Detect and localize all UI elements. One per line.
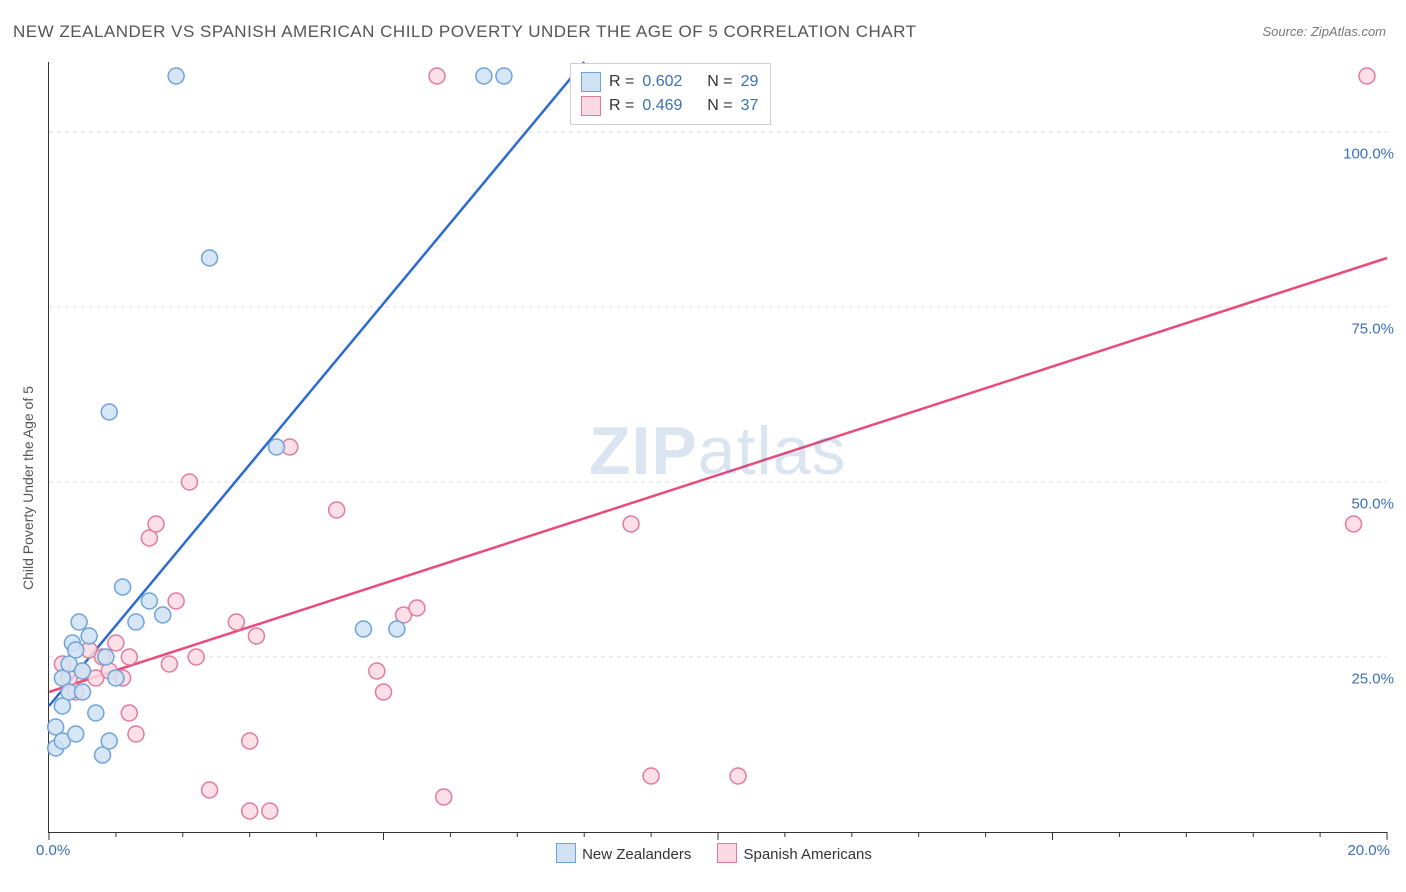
r-label: R =: [609, 70, 634, 94]
n-label: N =: [707, 94, 732, 118]
y-axis-label: Child Poverty Under the Age of 5: [20, 386, 36, 590]
stats-row-sa: R = 0.469 N = 37: [581, 94, 758, 118]
stats-box: R = 0.602 N = 29 R = 0.469 N = 37: [570, 63, 771, 125]
y-tick-label: 75.0%: [1351, 321, 1394, 338]
r-value-nz: 0.602: [642, 70, 682, 94]
legend-swatch-nz: [556, 843, 576, 863]
chart-title: NEW ZEALANDER VS SPANISH AMERICAN CHILD …: [13, 22, 917, 42]
y-tick-label: 100.0%: [1343, 146, 1394, 163]
stats-swatch-nz: [581, 72, 601, 92]
stats-row-nz: R = 0.602 N = 29: [581, 70, 758, 94]
n-label: N =: [707, 70, 732, 94]
legend-label-nz: New Zealanders: [582, 846, 691, 863]
source-label: Source: ZipAtlas.com: [1262, 24, 1386, 39]
r-label: R =: [609, 94, 634, 118]
plot-area: ZIPatlas: [48, 62, 1387, 833]
legend-bottom: New Zealanders Spanish Americans: [0, 843, 1406, 884]
r-value-sa: 0.469: [642, 94, 682, 118]
n-value-nz: 29: [741, 70, 759, 94]
n-value-sa: 37: [741, 94, 759, 118]
stats-swatch-sa: [581, 96, 601, 116]
legend-label-sa: Spanish Americans: [743, 846, 871, 863]
y-tick-label: 25.0%: [1351, 671, 1394, 688]
legend-swatch-sa: [717, 843, 737, 863]
chart-svg: [49, 62, 1387, 832]
y-tick-label: 50.0%: [1351, 496, 1394, 513]
